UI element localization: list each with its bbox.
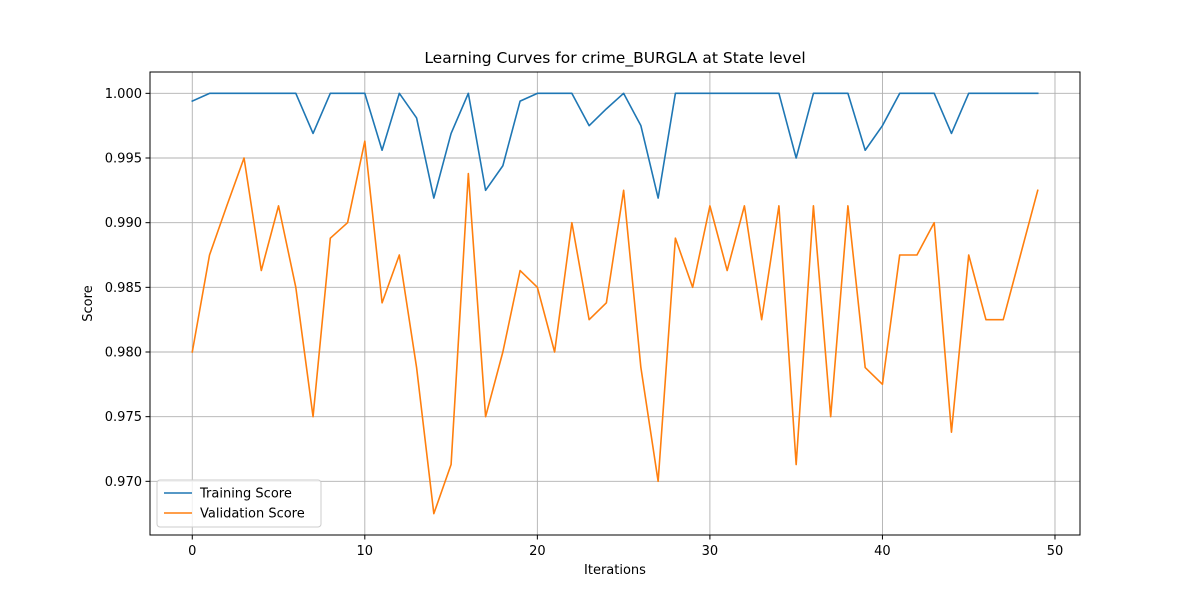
y-tick-label: 0.985 xyxy=(105,281,142,296)
y-tick-label: 1.000 xyxy=(105,87,142,102)
x-tick-label: 50 xyxy=(1047,544,1064,559)
y-tick-label: 0.970 xyxy=(105,475,142,490)
x-tick-label: 0 xyxy=(188,544,196,559)
chart-title: Learning Curves for crime_BURGLA at Stat… xyxy=(424,49,805,68)
y-axis-title: Score xyxy=(81,285,96,321)
series-line-training-score xyxy=(191,92,1039,199)
plot-frame xyxy=(149,71,1081,536)
y-tick-label: 0.990 xyxy=(105,216,142,231)
x-tick-label: 40 xyxy=(874,544,891,559)
x-tick-label: 20 xyxy=(529,544,546,559)
y-tick-label: 0.995 xyxy=(105,152,142,167)
series-line-validation-score xyxy=(191,140,1039,515)
series-layer xyxy=(191,92,1039,515)
legend-box xyxy=(156,479,322,528)
legend-label: Training Score xyxy=(199,487,292,502)
x-tick-label: 10 xyxy=(357,544,374,559)
y-tick-label: 0.975 xyxy=(105,410,142,425)
legend-label: Validation Score xyxy=(200,507,305,522)
y-tick-label: 0.980 xyxy=(105,345,142,360)
axis-ticks: 0 10 20 30 40 50 0.970 0.975 0.980 0.985 0.990 0.99… xyxy=(105,87,1063,559)
legend: Training Score Validation Score xyxy=(156,479,322,528)
x-axis-title: Iterations xyxy=(584,563,646,578)
x-tick-label: 30 xyxy=(702,544,719,559)
